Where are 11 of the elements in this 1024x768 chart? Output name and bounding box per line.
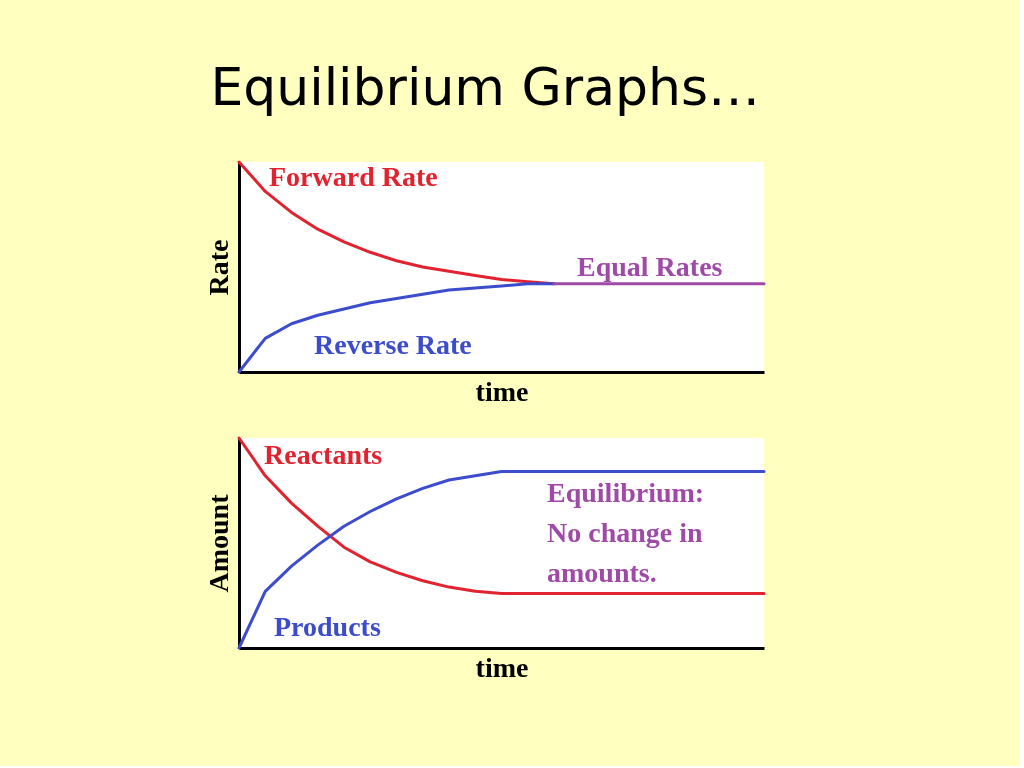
series-label: Reverse Rate (314, 329, 472, 360)
y-axis-title: Amount (202, 493, 234, 593)
chart-title: Equilibrium Graphs… (210, 56, 761, 117)
x-axis-title: time (475, 375, 529, 407)
annotation: Equilibrium: No change in amounts. (547, 477, 705, 588)
y-axis-title: Rate (202, 239, 234, 296)
series-label: Reactants (264, 439, 383, 470)
x-axis-title: time (475, 651, 529, 683)
series-label: Forward Rate (269, 161, 438, 192)
series-label: Products (274, 611, 381, 642)
series-label: Equal Rates (577, 251, 723, 282)
